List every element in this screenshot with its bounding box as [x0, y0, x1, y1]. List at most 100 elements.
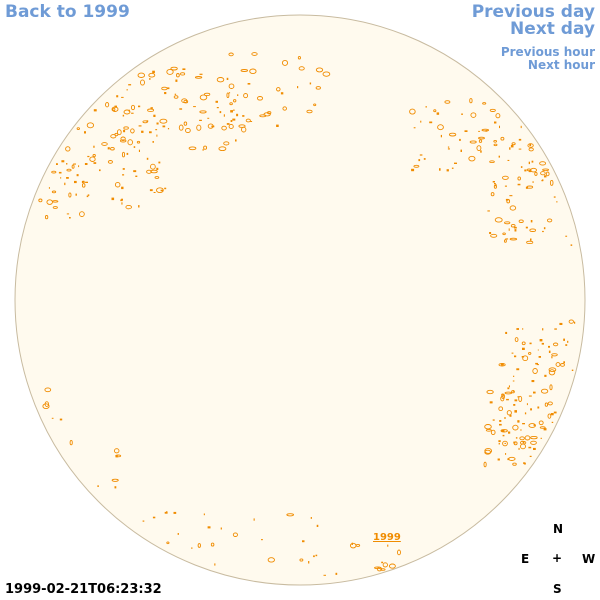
- contour-mark: [498, 406, 504, 412]
- contour-mark: [513, 441, 516, 444]
- contour-mark: [423, 158, 426, 160]
- contour-mark: [120, 136, 126, 142]
- previous-day-link[interactable]: Previous day: [471, 2, 595, 22]
- contour-mark: [487, 210, 490, 212]
- contour-mark: [174, 93, 177, 95]
- contour-mark: [418, 159, 421, 162]
- contour-mark: [508, 456, 516, 461]
- contour-mark: [522, 328, 524, 330]
- contour-mark: [99, 169, 101, 172]
- contour-mark: [180, 72, 186, 76]
- contour-mark: [121, 202, 123, 205]
- contour-mark: [537, 406, 540, 409]
- contour-mark: [527, 143, 534, 148]
- contour-mark: [510, 144, 514, 148]
- contour-mark: [202, 149, 204, 151]
- contour-mark: [494, 121, 497, 124]
- contour-mark: [500, 363, 504, 366]
- contour-mark: [313, 555, 315, 558]
- contour-mark: [142, 520, 145, 522]
- contour-mark: [538, 356, 541, 358]
- contour-mark: [191, 547, 193, 549]
- active-region-contours: [38, 52, 576, 576]
- contour-mark: [526, 185, 534, 189]
- contour-mark: [464, 130, 468, 132]
- contour-mark: [121, 186, 124, 190]
- contour-mark: [166, 541, 170, 545]
- contour-mark: [228, 123, 234, 130]
- contour-mark: [64, 182, 66, 186]
- contour-mark: [153, 114, 156, 117]
- contour-mark: [298, 66, 305, 71]
- contour-mark: [499, 423, 502, 426]
- contour-mark: [240, 69, 249, 72]
- contour-mark: [522, 441, 525, 444]
- contour-mark: [149, 131, 152, 134]
- contour-mark: [166, 87, 170, 90]
- contour-mark: [44, 401, 49, 407]
- contour-mark: [226, 77, 229, 80]
- contour-mark: [469, 98, 473, 104]
- contour-mark: [490, 233, 498, 238]
- contour-mark: [137, 72, 146, 78]
- contour-mark: [499, 420, 502, 422]
- contour-mark: [156, 187, 164, 194]
- contour-mark: [494, 184, 497, 187]
- next-hour-link[interactable]: Next hour: [527, 58, 595, 72]
- contour-mark: [66, 213, 70, 215]
- previous-hour-link[interactable]: Previous hour: [500, 45, 595, 59]
- contour-mark: [121, 198, 123, 201]
- contour-mark: [539, 161, 547, 166]
- contour-mark: [493, 143, 498, 147]
- contour-mark: [93, 145, 95, 148]
- contour-mark: [203, 145, 208, 150]
- contour-mark: [81, 183, 86, 188]
- contour-mark: [530, 408, 532, 411]
- contour-mark: [469, 140, 477, 144]
- contour-mark: [215, 100, 218, 103]
- contour-mark: [461, 113, 463, 115]
- contour-mark: [122, 174, 125, 176]
- next-day-link[interactable]: Next day: [510, 19, 595, 39]
- contour-mark: [505, 453, 507, 455]
- contour-mark: [480, 150, 482, 153]
- contour-mark: [514, 399, 518, 402]
- contour-mark: [286, 513, 295, 517]
- contour-mark: [176, 73, 180, 78]
- contour-mark: [112, 107, 116, 112]
- contour-mark: [498, 155, 500, 158]
- back-to-year-link[interactable]: Back to 1999: [5, 2, 130, 22]
- contour-mark: [509, 205, 517, 211]
- contour-mark: [89, 156, 96, 162]
- contour-mark: [481, 128, 490, 132]
- contour-mark: [486, 389, 494, 395]
- contour-mark: [238, 124, 246, 128]
- contour-mark: [489, 401, 493, 404]
- contour-mark: [514, 337, 519, 343]
- contour-mark: [197, 543, 201, 548]
- contour-mark: [302, 540, 305, 543]
- contour-mark: [148, 72, 156, 78]
- contour-mark: [502, 232, 506, 236]
- contour-mark: [460, 149, 462, 152]
- contour-mark: [540, 171, 546, 176]
- contour-mark: [478, 136, 485, 140]
- contour-mark: [280, 92, 284, 95]
- contour-mark: [540, 437, 542, 439]
- year-marker-link[interactable]: 1999: [373, 532, 401, 543]
- contour-mark: [179, 108, 183, 110]
- contour-mark: [162, 125, 166, 128]
- contour-mark: [86, 195, 89, 198]
- contour-mark: [544, 175, 547, 178]
- contour-mark: [236, 113, 239, 117]
- contour-mark: [93, 162, 97, 164]
- contour-mark: [559, 322, 563, 325]
- contour-mark: [509, 195, 513, 197]
- contour-mark: [524, 412, 527, 415]
- contour-mark: [532, 368, 538, 374]
- contour-mark: [297, 55, 301, 60]
- contour-mark: [541, 180, 544, 182]
- contour-mark: [138, 125, 142, 127]
- contour-mark: [66, 177, 69, 179]
- contour-mark: [504, 391, 513, 395]
